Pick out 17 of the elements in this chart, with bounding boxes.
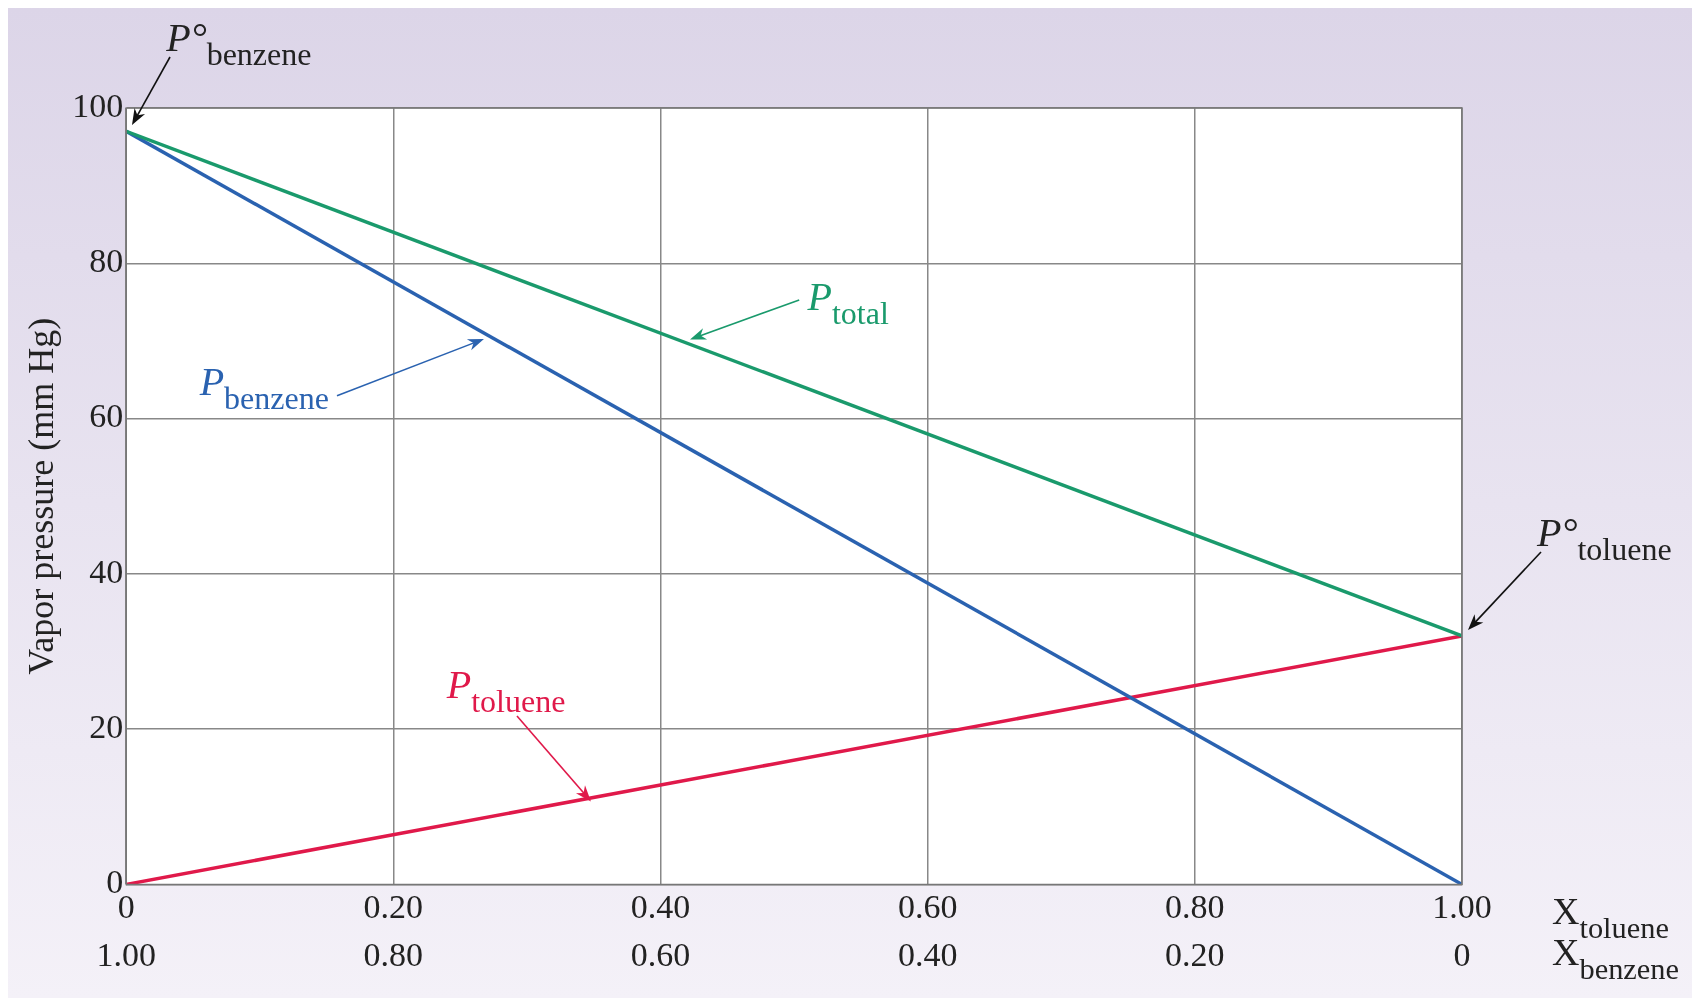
y-tick-label: 80 [89, 242, 124, 280]
x-tick-label: 0.60 [897, 887, 958, 925]
y-tick-label: 60 [89, 397, 124, 435]
x2-tick-label: 0.40 [897, 935, 958, 973]
y-axis-title: Vapor pressure (mm Hg) [21, 317, 62, 675]
x2-tick-label: 0.20 [1165, 935, 1225, 973]
x2-tick-label: 0.60 [630, 935, 691, 973]
x2-tick-label: 0.80 [363, 935, 424, 973]
x2-tick-label: 1.00 [96, 935, 156, 973]
x-tick-label: 1.00 [1432, 887, 1492, 925]
x2-tick-label: 0 [1453, 935, 1471, 973]
x-tick-label: 0.20 [363, 887, 424, 925]
x-tick-label: 0.80 [1165, 887, 1225, 925]
x-tick-label: 0.40 [630, 887, 691, 925]
y-tick-label: 100 [72, 86, 124, 124]
y-tick-label: 40 [89, 552, 124, 590]
y-tick-label: 20 [89, 708, 124, 746]
